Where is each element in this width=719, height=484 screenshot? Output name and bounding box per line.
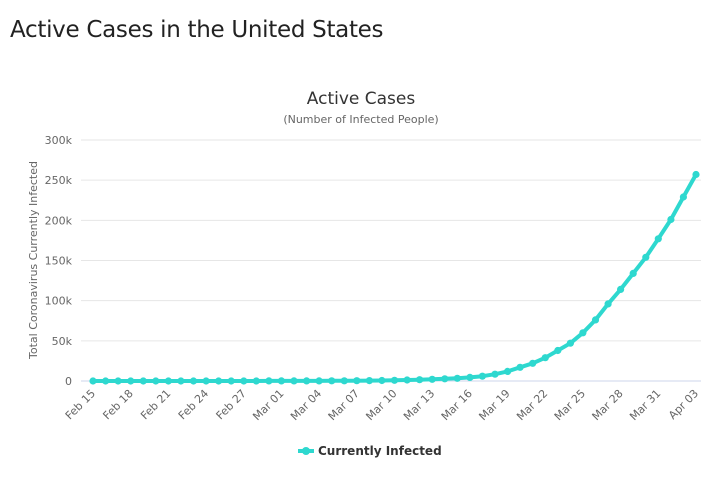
data-point — [441, 375, 449, 383]
series-line — [91, 172, 698, 383]
y-tick-label: 0 — [65, 375, 72, 388]
data-point — [478, 372, 486, 380]
data-point — [466, 373, 474, 381]
x-tick-label: Feb 21 — [138, 387, 173, 422]
y-axis-label: Total Coronavirus Currently Infected — [27, 161, 40, 360]
data-point — [416, 376, 424, 384]
data-point — [591, 316, 600, 324]
x-tick-label: Mar 28 — [590, 387, 626, 423]
data-point — [164, 377, 172, 385]
x-tick-label: Mar 13 — [401, 387, 437, 423]
data-point — [654, 235, 662, 243]
data-point — [290, 377, 298, 385]
data-point — [265, 377, 273, 385]
data-point — [240, 377, 248, 385]
data-point — [177, 377, 185, 385]
x-tick-label: Mar 31 — [627, 387, 663, 423]
x-tick-label: Feb 15 — [63, 387, 98, 422]
data-point — [89, 377, 97, 385]
y-tick-label: 100k — [45, 295, 73, 308]
data-point — [315, 377, 323, 385]
x-tick-label: Feb 18 — [100, 387, 135, 422]
data-point — [403, 376, 411, 384]
data-point — [566, 339, 575, 347]
data-point — [127, 377, 135, 385]
grid-lines — [81, 139, 701, 342]
data-point — [390, 376, 399, 384]
data-point — [102, 377, 110, 385]
data-point — [227, 377, 235, 385]
y-tick-label: 150k — [45, 255, 73, 268]
x-tick-label: Feb 27 — [214, 387, 249, 422]
x-tick-label: Feb 24 — [176, 387, 211, 422]
data-point — [189, 377, 198, 385]
data-point — [504, 367, 512, 375]
legend[interactable]: Currently Infected — [298, 444, 442, 458]
x-tick-label: Mar 19 — [476, 387, 512, 423]
legend-label[interactable]: Currently Infected — [318, 444, 442, 458]
data-point — [667, 215, 675, 224]
data-point — [529, 359, 537, 367]
data-point — [541, 354, 549, 362]
y-tick-label: 50k — [52, 335, 73, 348]
series-group — [89, 170, 700, 385]
chart-title: Active Cases — [307, 89, 416, 109]
y-tick-label: 250k — [45, 174, 73, 187]
x-tick-label: Mar 22 — [514, 387, 550, 423]
data-point — [629, 269, 637, 277]
x-tick-label: Mar 10 — [363, 387, 399, 423]
data-point — [491, 370, 499, 378]
y-axis-ticks: 0 50k 100k 150k 200k 250k 300k — [45, 134, 73, 388]
x-tick-label: Mar 16 — [439, 387, 475, 423]
data-point — [692, 170, 700, 179]
data-point — [516, 363, 524, 371]
legend-marker-icon — [302, 447, 310, 455]
data-point — [215, 377, 223, 385]
x-tick-label: Apr 03 — [666, 387, 701, 422]
data-point — [554, 346, 562, 355]
x-tick-label: Mar 07 — [326, 387, 362, 423]
data-point — [340, 377, 348, 385]
data-point — [353, 377, 361, 385]
data-point — [328, 377, 336, 385]
data-point — [252, 377, 260, 385]
x-tick-label: Mar 04 — [288, 387, 324, 423]
data-point — [114, 377, 122, 385]
data-point — [579, 329, 587, 337]
chart-subtitle: (Number of Infected People) — [283, 113, 438, 126]
data-point — [277, 377, 285, 385]
page-heading: Active Cases in the United States — [10, 17, 384, 43]
data-point — [617, 285, 625, 293]
data-point — [679, 193, 688, 201]
data-point — [604, 300, 612, 308]
x-tick-label: Mar 01 — [250, 387, 286, 423]
data-point — [303, 377, 311, 385]
data-point — [428, 375, 436, 383]
y-tick-label: 300k — [45, 134, 73, 147]
data-point — [642, 253, 650, 261]
x-tick-label: Mar 25 — [552, 387, 588, 423]
data-point — [365, 377, 373, 385]
data-point — [453, 374, 461, 382]
data-point — [378, 376, 386, 385]
data-point — [152, 377, 160, 385]
data-point — [202, 377, 210, 385]
x-axis-ticks: Feb 15 Feb 18 Feb 21 Feb 24 Feb 27 Mar 01 Mar … — [63, 387, 701, 423]
y-tick-label: 200k — [45, 214, 73, 227]
data-point — [139, 377, 147, 385]
